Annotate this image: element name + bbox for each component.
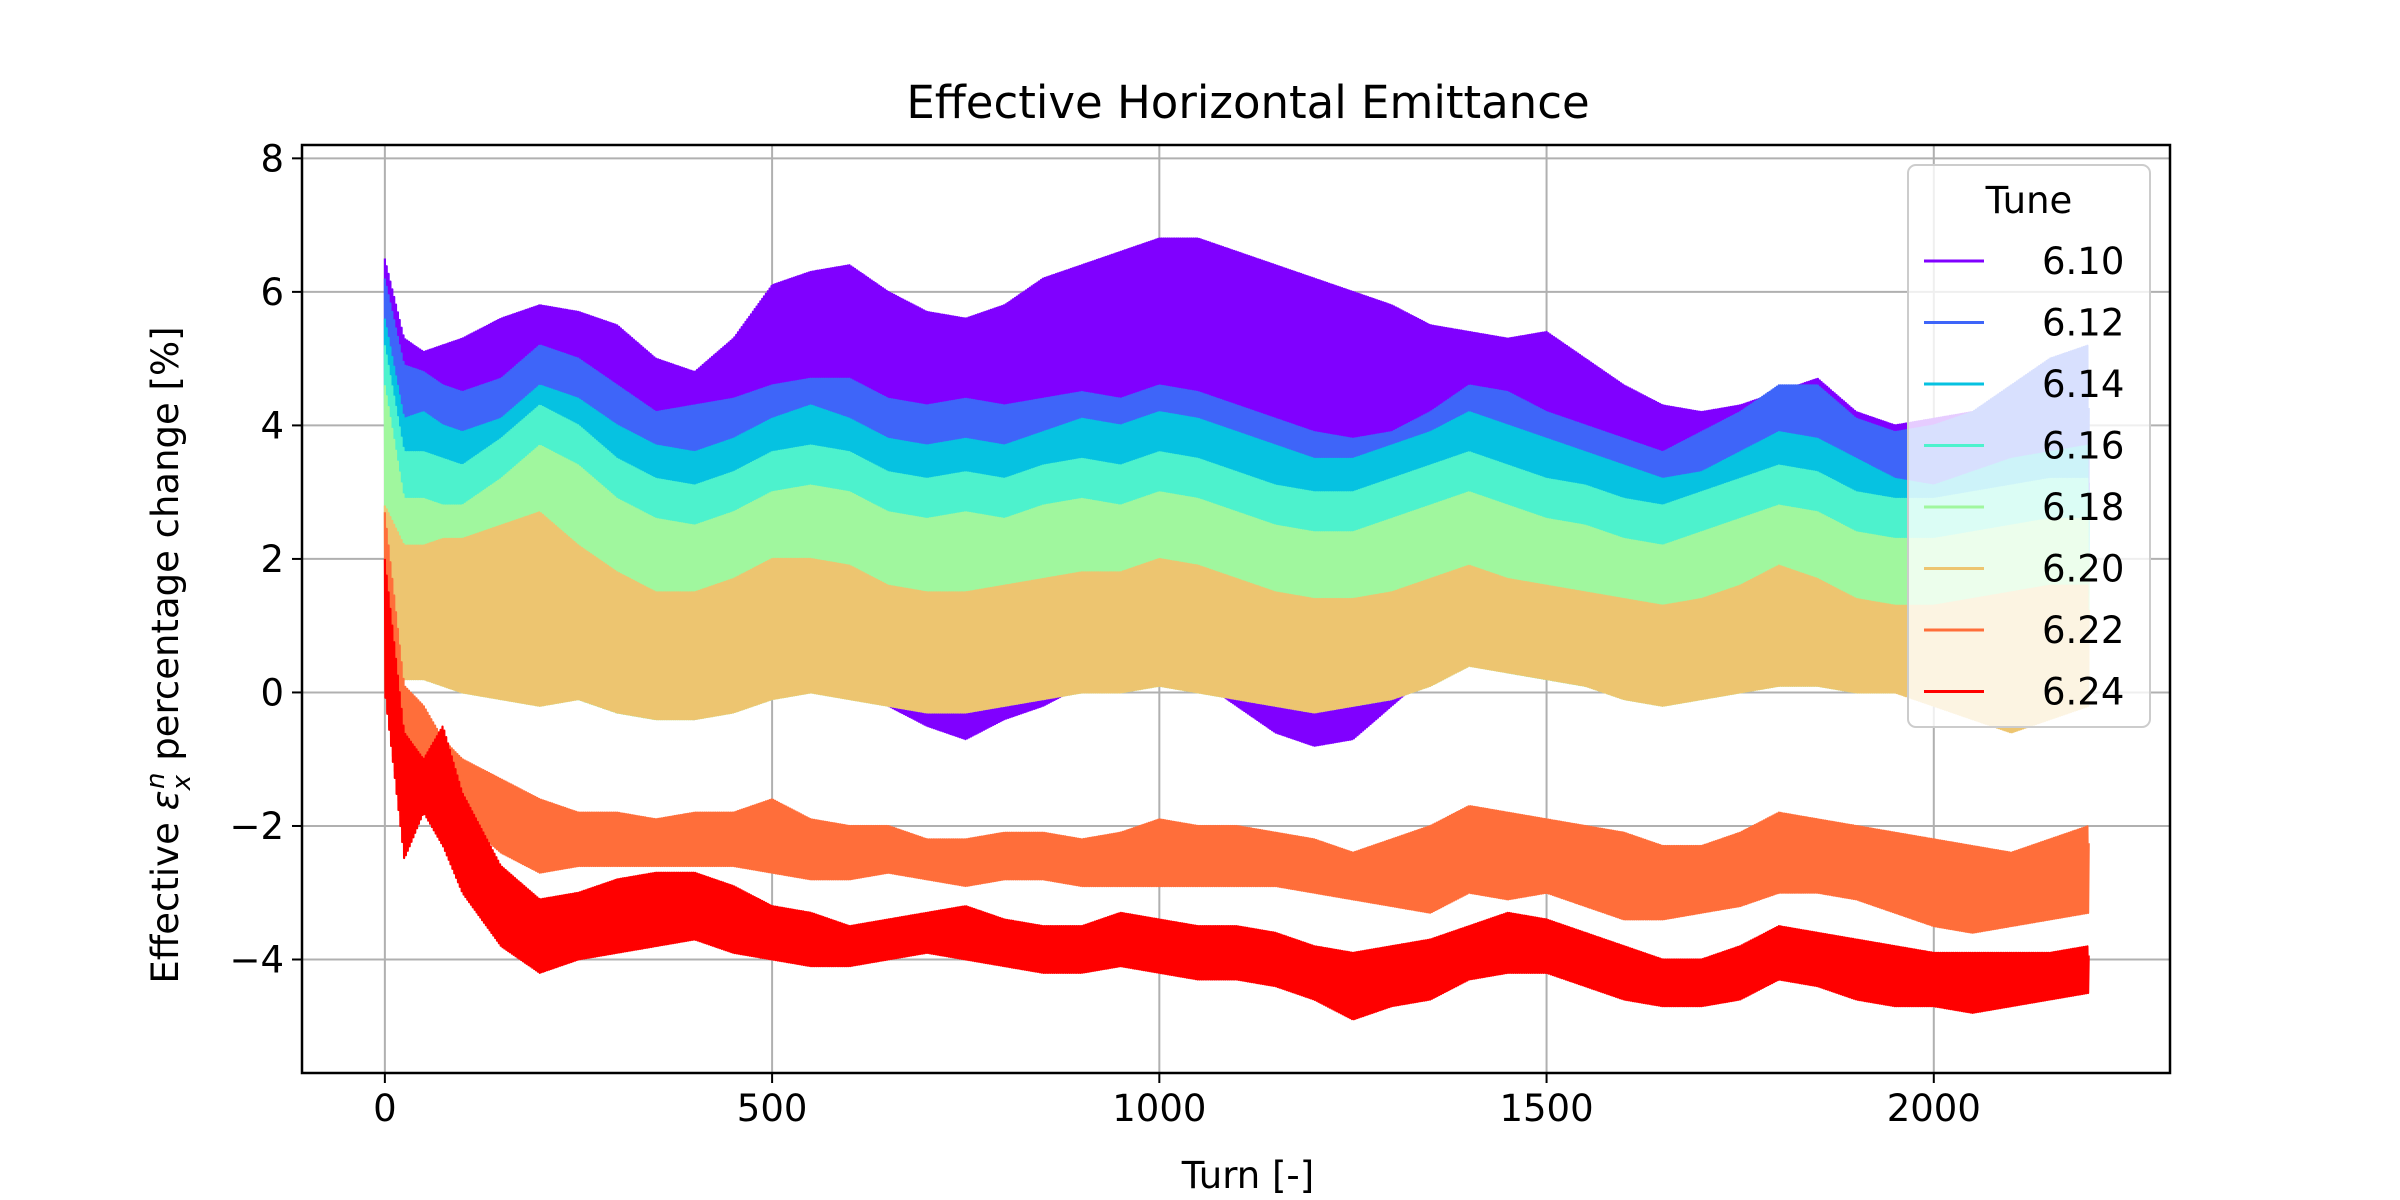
- y-tick-label: 4: [260, 404, 284, 447]
- legend-label-6.10: 6.10: [2042, 240, 2124, 283]
- y-axis-label-symbol: ε: [144, 790, 187, 810]
- y-axis-label-suffix: percentage change [%]: [144, 326, 187, 772]
- x-tick-label: 500: [737, 1087, 808, 1130]
- y-axis-label-prefix: Effective: [144, 810, 187, 983]
- series-line-6.22: [383, 512, 2090, 934]
- x-tick-label: 1500: [1499, 1087, 1593, 1130]
- legend-label-6.24: 6.24: [2042, 671, 2124, 714]
- x-tick-label: 0: [373, 1087, 397, 1130]
- y-tick-label: −4: [229, 939, 284, 982]
- x-tick-label: 1000: [1112, 1087, 1206, 1130]
- y-tick-label: 0: [260, 671, 284, 714]
- series-line-6.20: [383, 505, 2090, 734]
- chart-title: Effective Horizontal Emittance: [906, 76, 1589, 129]
- y-tick-label: −2: [229, 805, 284, 848]
- y-tick-label: 8: [260, 137, 284, 180]
- legend: Tune 6.10 6.12 6.14 6.16 6.18 6.20 6.22 6.24: [1907, 164, 2151, 728]
- series-layer: [383, 237, 2090, 1021]
- x-tick-label: 2000: [1887, 1087, 1981, 1130]
- y-axis-label-sub: x: [167, 774, 197, 791]
- y-tick-label: 2: [260, 538, 284, 581]
- series-line-6.24: [383, 558, 2090, 1021]
- y-axis-label: Effective εxn percentage change [%]: [141, 326, 197, 983]
- plot-frame: [300, 143, 2172, 1075]
- legend-label-6.16: 6.16: [2042, 425, 2124, 468]
- y-axis-label-sup: n: [141, 773, 171, 789]
- y-tick-label: 6: [260, 271, 284, 314]
- legend-title: Tune: [1985, 179, 2073, 222]
- legend-entries: 6.10 6.12 6.14 6.16 6.18 6.20 6.22 6.24: [1924, 240, 2124, 714]
- legend-label-6.22: 6.22: [2042, 609, 2124, 652]
- x-axis-label: Turn [-]: [1181, 1154, 1314, 1197]
- legend-label-6.14: 6.14: [2042, 363, 2124, 406]
- legend-box: [1907, 164, 2151, 728]
- legend-label-6.12: 6.12: [2042, 302, 2124, 345]
- legend-label-6.18: 6.18: [2042, 486, 2124, 529]
- ticks: 0 500 1000 1500 2000 −4 −2 0 2 4 6 8: [229, 137, 1980, 1130]
- legend-label-6.20: 6.20: [2042, 548, 2124, 591]
